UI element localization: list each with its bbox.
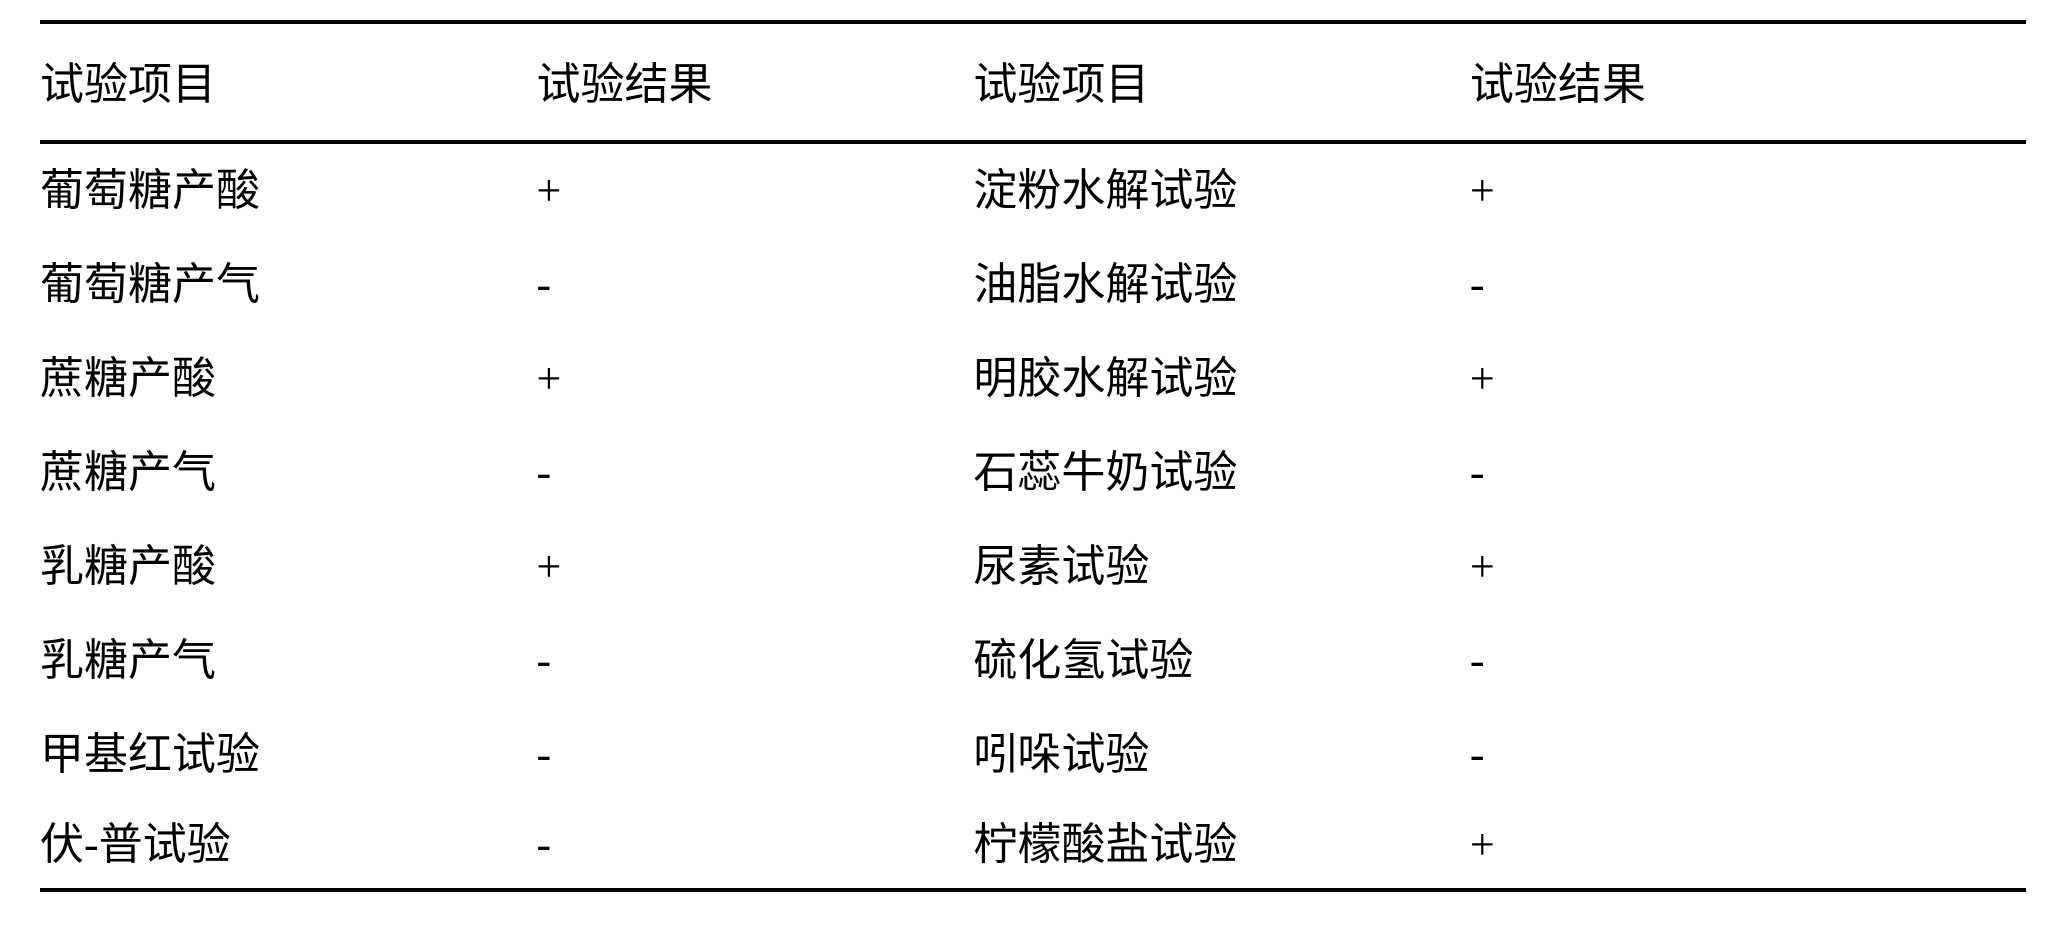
test-result-cell: -: [1470, 614, 2026, 708]
table-row: 蔗糖产气 - 石蕊牛奶试验 -: [40, 426, 2026, 520]
table-row: 甲基红试验 - 吲哚试验 -: [40, 708, 2026, 802]
biochemical-test-table: 试验项目 试验结果 试验项目 试验结果 葡萄糖产酸 + 淀粉水解试验 + 葡萄糖…: [40, 20, 2026, 892]
table-header-row: 试验项目 试验结果 试验项目 试验结果: [40, 22, 2026, 142]
test-item-cell: 葡萄糖产气: [40, 238, 537, 332]
table-row: 葡萄糖产气 - 油脂水解试验 -: [40, 238, 2026, 332]
col-header-test-result-1: 试验结果: [537, 22, 974, 142]
test-result-cell: -: [537, 802, 974, 890]
table-row: 伏-普试验 - 柠檬酸盐试验 +: [40, 802, 2026, 890]
test-result-cell: -: [1470, 708, 2026, 802]
test-item-cell: 乳糖产气: [40, 614, 537, 708]
test-result-cell: -: [1470, 426, 2026, 520]
test-item-cell: 吲哚试验: [973, 708, 1470, 802]
test-item-cell: 甲基红试验: [40, 708, 537, 802]
test-item-cell: 伏-普试验: [40, 802, 537, 890]
test-result-cell: +: [1470, 142, 2026, 238]
test-result-cell: -: [537, 426, 974, 520]
test-result-cell: -: [1470, 238, 2026, 332]
table-row: 葡萄糖产酸 + 淀粉水解试验 +: [40, 142, 2026, 238]
test-item-cell: 蔗糖产酸: [40, 332, 537, 426]
test-item-cell: 明胶水解试验: [973, 332, 1470, 426]
test-result-cell: +: [537, 332, 974, 426]
test-result-cell: +: [537, 142, 974, 238]
test-result-cell: +: [1470, 802, 2026, 890]
col-header-test-item-1: 试验项目: [40, 22, 537, 142]
test-item-cell: 石蕊牛奶试验: [973, 426, 1470, 520]
col-header-test-result-2: 试验结果: [1470, 22, 2026, 142]
test-result-cell: +: [1470, 332, 2026, 426]
table-row: 乳糖产气 - 硫化氢试验 -: [40, 614, 2026, 708]
test-item-cell: 葡萄糖产酸: [40, 142, 537, 238]
test-result-cell: -: [537, 238, 974, 332]
test-item-cell: 硫化氢试验: [973, 614, 1470, 708]
test-item-cell: 乳糖产酸: [40, 520, 537, 614]
test-item-cell: 柠檬酸盐试验: [973, 802, 1470, 890]
test-result-cell: +: [537, 520, 974, 614]
test-result-cell: -: [537, 614, 974, 708]
test-result-cell: +: [1470, 520, 2026, 614]
table-row: 蔗糖产酸 + 明胶水解试验 +: [40, 332, 2026, 426]
test-item-cell: 蔗糖产气: [40, 426, 537, 520]
test-item-cell: 尿素试验: [973, 520, 1470, 614]
col-header-test-item-2: 试验项目: [973, 22, 1470, 142]
test-result-cell: -: [537, 708, 974, 802]
test-item-cell: 油脂水解试验: [973, 238, 1470, 332]
biochemical-test-table-container: 试验项目 试验结果 试验项目 试验结果 葡萄糖产酸 + 淀粉水解试验 + 葡萄糖…: [0, 0, 2066, 932]
test-item-cell: 淀粉水解试验: [973, 142, 1470, 238]
table-row: 乳糖产酸 + 尿素试验 +: [40, 520, 2026, 614]
